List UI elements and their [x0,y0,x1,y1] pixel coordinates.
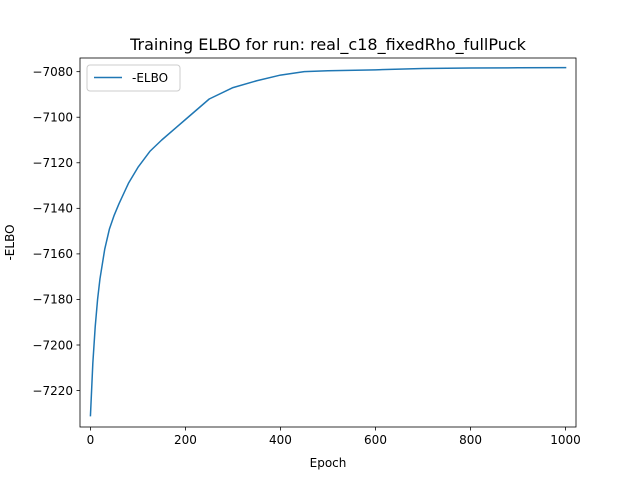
y-tick-label: −7120 [32,156,73,170]
y-tick-label: −7140 [32,202,73,216]
y-tick-label: −7100 [32,111,73,125]
legend: -ELBO [86,64,181,92]
plot-frame [79,57,577,428]
series-line-0 [89,66,567,417]
series-layer [89,66,567,417]
x-tick-label: 800 [459,433,482,447]
x-tick-label: 600 [364,433,387,447]
y-tick-label: −7220 [32,384,73,398]
legend-box [86,64,181,92]
plot-area [80,58,576,427]
chart-title: Training ELBO for run: real_c18_fixedRho… [129,35,527,55]
y-tick-label: −7080 [32,65,73,79]
x-tick-label: 1000 [550,433,581,447]
legend-label: -ELBO [132,71,168,85]
x-axis: 0 200 400 600 800 1000 [87,427,581,447]
y-tick-label: −7160 [32,247,73,261]
y-tick-label: −7200 [32,338,73,352]
x-axis-label: Epoch [310,456,347,470]
y-axis: −7220 −7200 −7180 −7160 −7140 −7120 −7100 −7080 [32,65,80,398]
x-tick-label: 400 [269,433,292,447]
x-tick-label: 200 [174,433,197,447]
x-tick-label: 0 [87,433,95,447]
y-axis-label: -ELBO [3,224,17,260]
y-tick-label: −7180 [32,293,73,307]
